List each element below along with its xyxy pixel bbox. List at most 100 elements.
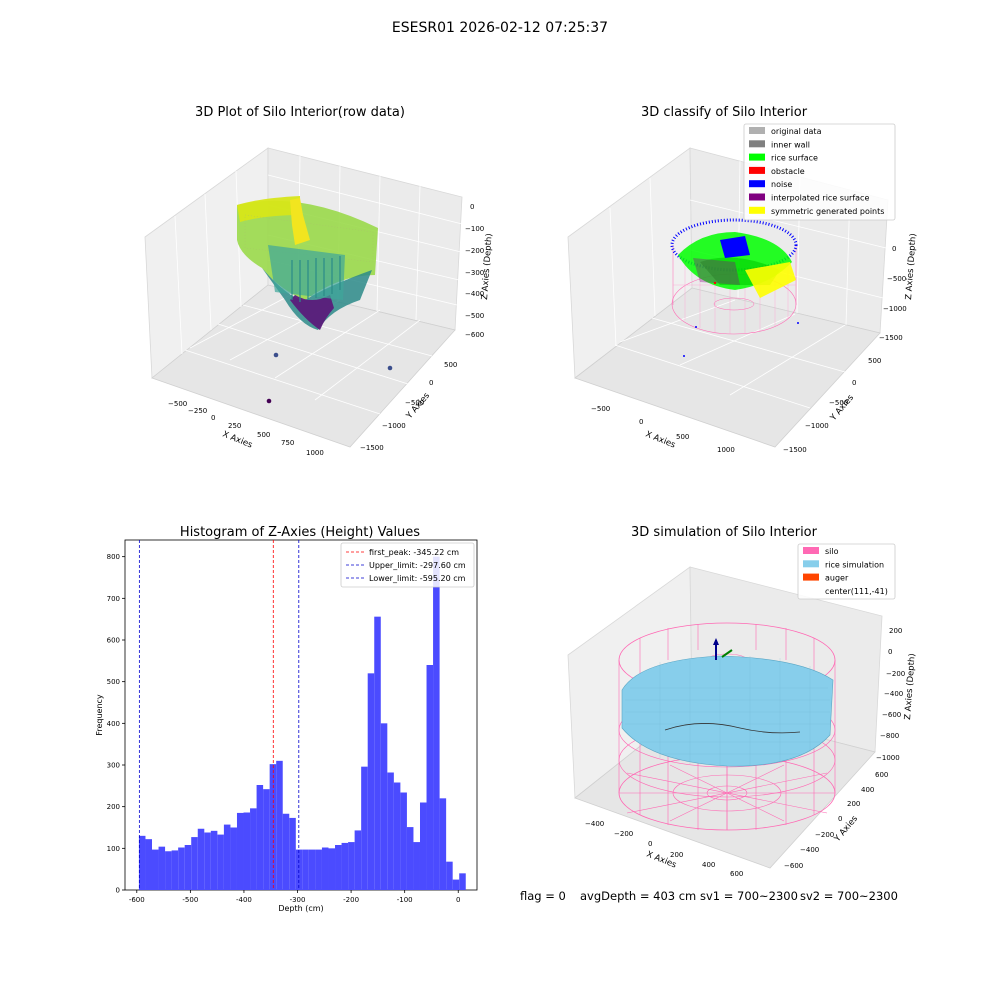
legend-swatch <box>803 547 819 554</box>
legend-frame <box>340 542 475 588</box>
y-tick-label: 300 <box>107 762 120 770</box>
x-tick-label: 0 <box>456 896 460 904</box>
legend-label: rice simulation <box>825 560 884 569</box>
raw-point-cloud <box>237 196 393 404</box>
footer-status: flag = 0 avgDepth = 403 cm sv1 = 700~230… <box>520 889 898 903</box>
histogram-bar <box>204 832 211 890</box>
legend-label: auger <box>825 574 849 583</box>
x-tick-label: -500 <box>182 896 198 904</box>
x-tick-raw: 250 <box>228 422 241 430</box>
histogram-bar <box>459 873 466 890</box>
status-sv1: sv1 = 700~2300 <box>700 889 798 903</box>
histogram-bar <box>191 837 198 890</box>
legend-classify: original data inner wall rice surface obsta… <box>743 123 896 221</box>
panel-title-hist: Histogram of Z-Axies (Height) Values <box>180 525 420 540</box>
y-tick-classify: 500 <box>868 357 881 365</box>
panel-title-raw: 3D Plot of Silo Interior(row data) <box>195 105 405 120</box>
y-tick-classify: −500 <box>829 399 848 407</box>
z-label-sim: Z Axies (Depth) <box>903 653 918 720</box>
legend-swatch <box>803 560 819 568</box>
legend-label: Lower_limit: -595.20 cm <box>369 574 466 583</box>
y-tick-label: 500 <box>107 678 120 686</box>
z-tick-raw: −200 <box>465 247 484 255</box>
histogram-bar <box>178 847 185 890</box>
z-tick-sim: 200 <box>889 627 902 635</box>
z-ticks-classify: 0 −500 −1000 −1500 <box>879 245 907 342</box>
histogram-bar <box>197 828 205 890</box>
histogram-bars <box>138 556 466 890</box>
histogram-bar <box>138 835 146 890</box>
simulation-geometry <box>618 622 836 831</box>
histogram-bar <box>400 792 407 890</box>
legend-label: interpolated rice surface <box>771 194 869 203</box>
histogram-bar <box>295 849 303 890</box>
y-ticks-sim: 600 400 200 0 −200 −400 −600 <box>784 771 888 870</box>
legend-swatch <box>749 140 765 148</box>
y-tick-label: 800 <box>107 553 120 561</box>
legend-swatch <box>749 193 765 201</box>
x-tick-label: -600 <box>129 896 145 904</box>
z-tick-raw: −600 <box>465 331 484 339</box>
x-label-classify: X Axies <box>644 430 677 451</box>
histogram-y-ticks: 0 100 200 300 400 500 600 700 800 <box>107 553 125 895</box>
y-tick-classify: −1500 <box>783 446 807 454</box>
histogram-bar <box>380 723 388 890</box>
y-tick-sim: −200 <box>815 831 834 839</box>
x-tick-label: -400 <box>236 896 252 904</box>
histogram-bar <box>419 802 427 890</box>
z-tick-sim: 0 <box>888 648 892 656</box>
histogram-bar <box>308 849 316 890</box>
legend-label: inner wall <box>771 140 810 149</box>
legend-label: noise <box>771 180 792 189</box>
histogram-bar <box>433 556 440 890</box>
y-tick-raw: −500 <box>405 399 424 407</box>
y-tick-sim: 600 <box>875 771 888 779</box>
x-tick-raw: 0 <box>211 414 215 422</box>
y-tick-sim: −400 <box>800 846 819 854</box>
histogram-bar <box>406 827 414 890</box>
x-ticks-raw: −500 −250 0 250 500 750 1000 <box>168 400 324 457</box>
legend-label: silo <box>825 547 839 556</box>
x-tick-raw: 750 <box>281 439 294 447</box>
z-ticks-raw: 0 −100 −200 −300 −400 −500 −600 <box>465 203 484 339</box>
y-tick-raw: −1500 <box>360 444 384 452</box>
x-tick-sim: −400 <box>585 820 604 828</box>
y-label-classify: Y Axies <box>828 393 856 424</box>
hist-x-label: Depth (cm) <box>278 904 323 913</box>
histogram-bar <box>152 849 159 890</box>
histogram-bar <box>413 842 420 890</box>
x-tick-sim: 600 <box>730 870 743 878</box>
legend-label: center(111,-41) <box>825 587 888 596</box>
legend-label: first_peak: -345.22 cm <box>369 548 459 557</box>
histogram-bar <box>354 830 362 890</box>
legend-swatch <box>749 153 765 161</box>
z-label-classify: Z Axies (Depth) <box>904 233 919 300</box>
x-tick-classify: 0 <box>639 418 643 426</box>
histogram-bar <box>276 760 283 890</box>
y-tick-raw: 0 <box>429 379 433 387</box>
x-tick-sim: 400 <box>702 861 715 869</box>
y-tick-label: 100 <box>107 845 120 853</box>
histogram-bar <box>158 846 166 890</box>
histogram-bar <box>256 785 264 890</box>
legend-label: obstacle <box>771 167 805 176</box>
y-tick-classify: 0 <box>852 379 856 387</box>
status-flag: flag = 0 <box>520 889 566 903</box>
x-tick-sim: −200 <box>614 830 633 838</box>
legend-swatch <box>803 573 819 581</box>
z-label-raw: Z Axies (Depth) <box>480 233 495 300</box>
panel-title-sim: 3D simulation of Silo Interior <box>631 525 818 540</box>
panel-simulation-3d: 3D simulation of Silo Interior <box>567 525 918 878</box>
y-tick-raw: −1000 <box>382 422 406 430</box>
z-tick-classify: 0 <box>892 245 896 253</box>
x-tick-classify: −500 <box>591 405 610 413</box>
legend-swatch <box>749 180 765 188</box>
histogram-x-ticks: -600 -500 -400 -300 -200 -100 0 <box>129 890 460 904</box>
y-tick-label: 0 <box>116 887 120 895</box>
histogram-bar <box>145 839 153 890</box>
panel-histogram: Histogram of Z-Axies (Height) Values -60… <box>95 525 478 913</box>
x-tick-label: -200 <box>343 896 359 904</box>
z-tick-classify: −1500 <box>879 334 903 342</box>
classified-point-cloud <box>670 218 799 357</box>
